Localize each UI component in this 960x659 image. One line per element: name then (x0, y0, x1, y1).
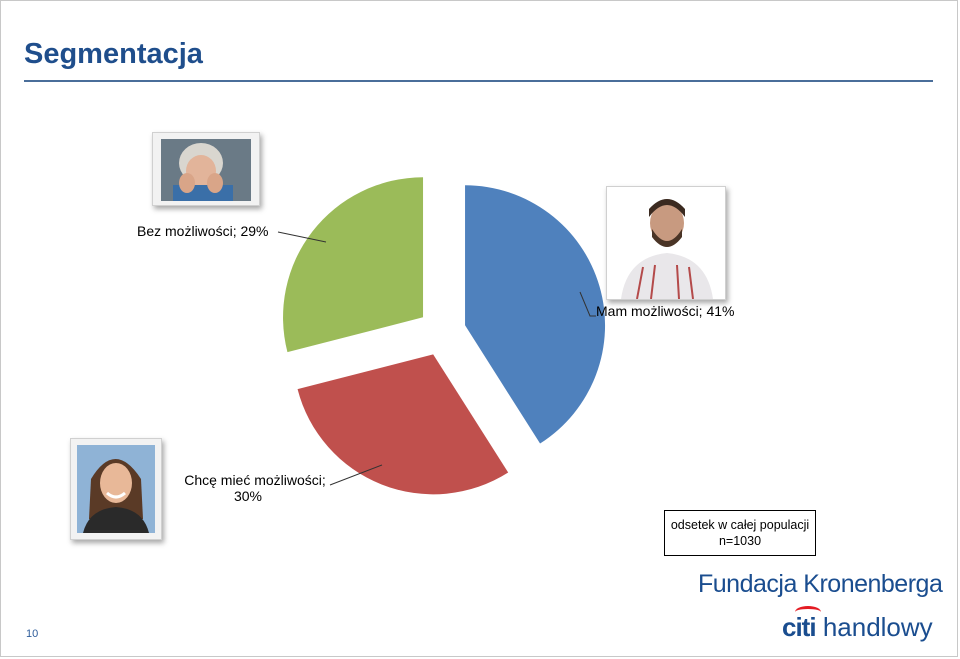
bearded-man-photo (606, 186, 726, 300)
slice-mam (465, 185, 606, 444)
page-number: 10 (26, 628, 39, 640)
population-note-box: odsetek w całej populacji n=1030 (664, 510, 816, 556)
slice-label-bez: Bez możliwości; 29% (137, 223, 269, 239)
foundation-logo-text: Fundacja Kronenberga (698, 570, 943, 598)
leader-line-bez (277, 231, 327, 243)
leader-line-chce (329, 464, 383, 486)
population-note-line1: odsetek w całej populacji (670, 518, 810, 532)
slice-label-mam: Mam możliwości; 41% (596, 303, 735, 319)
leader-line-mam (579, 291, 596, 317)
citi-wordmark: citi (782, 606, 821, 642)
slice-label-chce: Chcę mieć możliwości; 30% (170, 472, 340, 504)
population-note-line2: n=1030 (718, 534, 762, 548)
slice-label-chce-line1: Chcę mieć możliwości; (184, 472, 326, 488)
title-underline (24, 80, 933, 82)
young-woman-photo (70, 438, 162, 540)
elderly-woman-photo (152, 132, 260, 206)
slice-bez (283, 177, 424, 353)
slice-chce (297, 354, 509, 495)
handlowy-wordmark: handlowy (822, 612, 933, 642)
citi-handlowy-logo: citi handlowy (782, 606, 933, 643)
slice-label-chce-line2: 30% (233, 488, 263, 504)
slide-title: Segmentacja (24, 38, 203, 70)
citi-arc-icon (795, 606, 821, 618)
